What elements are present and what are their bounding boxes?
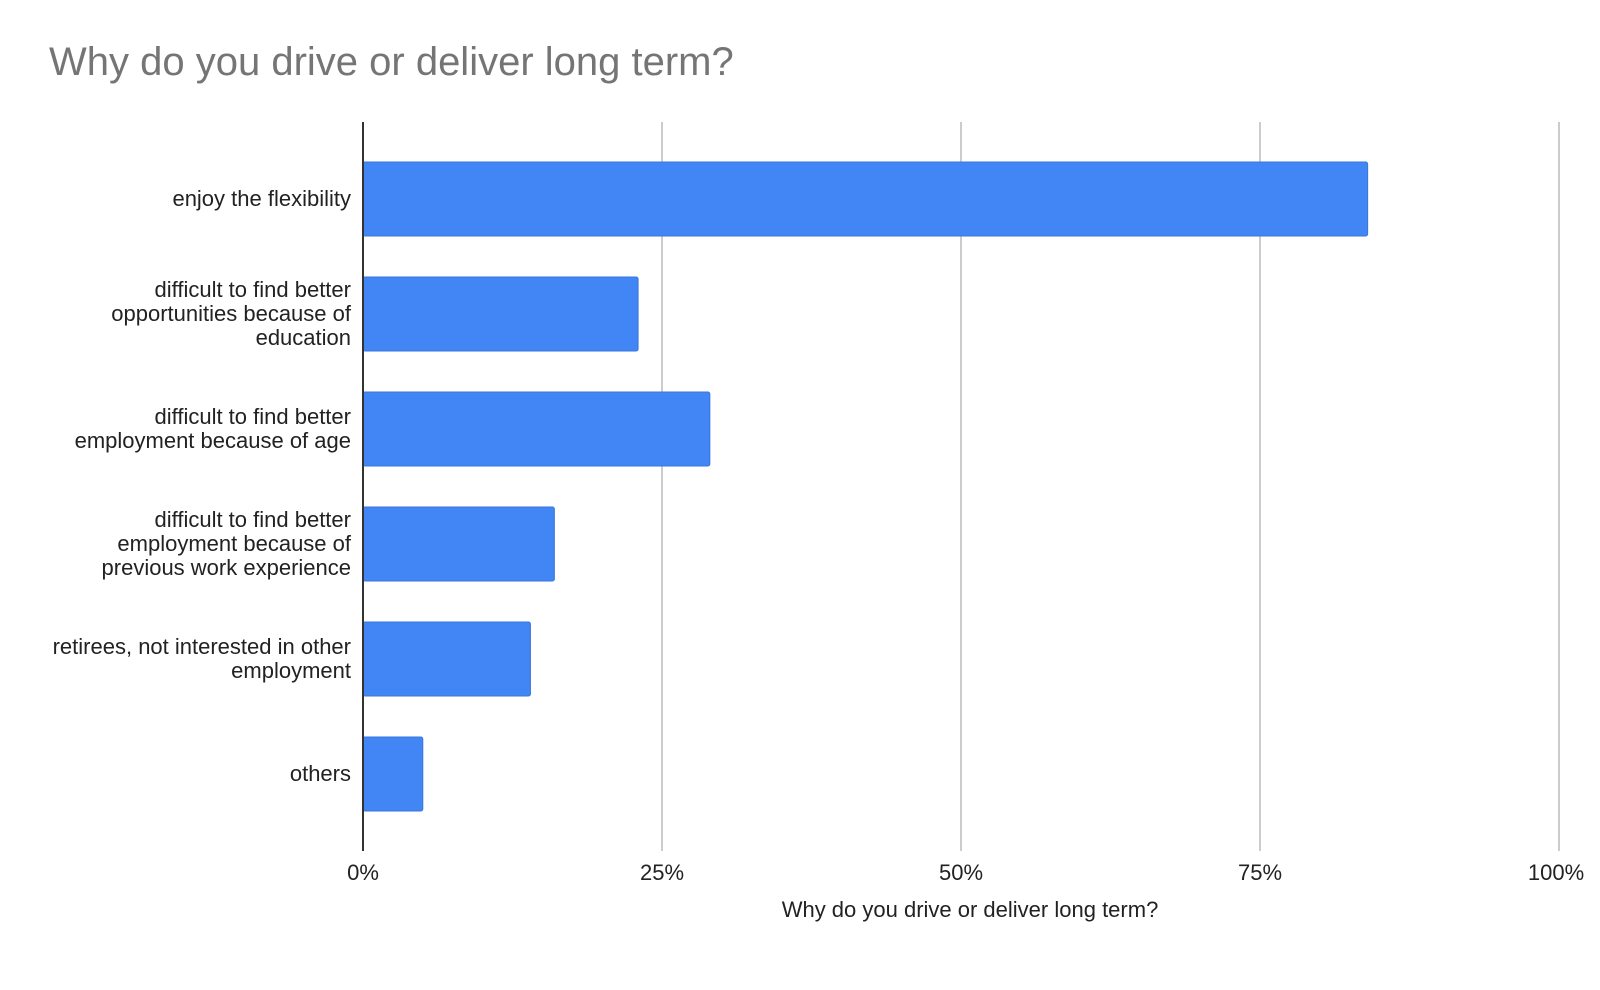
bar [362, 276, 639, 352]
x-tick-label: 25% [639, 860, 685, 885]
bar [362, 621, 531, 697]
x-tick-label: 0% [347, 860, 379, 885]
x-axis-label: Why do you drive or deliver long term? [781, 897, 1159, 922]
bar [362, 161, 1369, 237]
gridlines [661, 122, 1560, 851]
x-tick-label: 100% [1527, 860, 1585, 885]
y-tick-label: others [289, 761, 351, 786]
bar [362, 736, 424, 812]
y-tick-label: difficult to find better employment beca… [101, 507, 351, 580]
bar [362, 391, 711, 467]
y-tick-label: retirees, not interested in other employ… [52, 634, 351, 683]
y-tick-label: difficult to find better opportunities b… [111, 277, 351, 350]
bars [362, 161, 1369, 812]
bar [362, 506, 555, 582]
x-tick-label: 50% [938, 860, 984, 885]
x-tick-label: 75% [1237, 860, 1283, 885]
chart-title: Why do you drive or deliver long term? [49, 40, 734, 84]
y-tick-label: difficult to find better employment beca… [74, 404, 351, 453]
y-tick-label: enjoy the flexibility [172, 186, 351, 211]
